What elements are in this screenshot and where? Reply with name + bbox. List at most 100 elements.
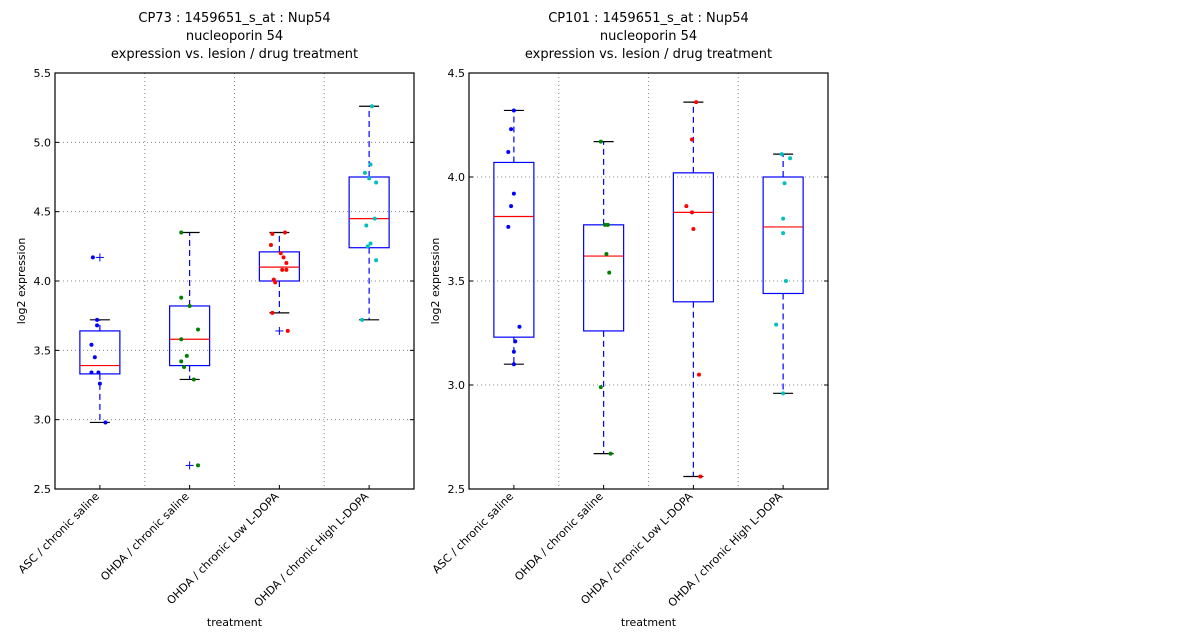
box-iqr [762, 176, 804, 295]
data-point [605, 222, 610, 227]
x-axis-label: treatment [621, 616, 677, 629]
data-point [184, 353, 189, 358]
chart-title-line: nucleoporin 54 [186, 29, 283, 44]
data-point [781, 231, 786, 236]
data-point [89, 342, 94, 347]
xtick-label: ASC / chronic saline [430, 490, 516, 576]
data-point [365, 244, 370, 249]
chart-title-line: nucleoporin 54 [600, 29, 697, 44]
data-point [511, 191, 516, 196]
ytick-label: 3.5 [448, 275, 466, 288]
ytick-label: 3.0 [34, 414, 52, 427]
data-point [598, 385, 603, 390]
data-point [196, 463, 201, 468]
data-point [268, 242, 273, 247]
data-point [187, 303, 192, 308]
data-point [509, 204, 514, 209]
data-point [603, 222, 608, 227]
box-iqr [672, 172, 714, 303]
data-point [95, 317, 100, 322]
data-point [369, 104, 374, 109]
data-point [281, 255, 286, 260]
data-point [694, 100, 699, 105]
ytick-label: 4.0 [448, 171, 466, 184]
plot-frame [54, 72, 415, 490]
data-point [179, 359, 184, 364]
y-axis-label: log2 expression [15, 238, 28, 325]
xtick-label: OHDA / chronic saline [512, 490, 606, 584]
xtick-label: OHDA / chronic saline [98, 490, 192, 584]
data-point [284, 267, 289, 272]
data-point [782, 181, 787, 186]
data-point [779, 152, 784, 157]
data-point [368, 241, 373, 246]
data-point [273, 280, 278, 285]
ytick-label: 3.5 [34, 344, 52, 357]
box-group-1 [79, 253, 121, 425]
box-iqr [169, 305, 211, 367]
data-point [278, 251, 283, 256]
data-point [280, 267, 285, 272]
box-group-2 [583, 139, 625, 456]
box-group-1 [493, 108, 535, 367]
data-point [607, 270, 612, 275]
data-point [696, 372, 701, 377]
box-group-4 [762, 152, 804, 396]
data-point [191, 377, 196, 382]
data-point [374, 180, 379, 185]
data-point [774, 322, 779, 327]
data-point [95, 323, 100, 328]
data-point [506, 224, 511, 229]
data-point [608, 451, 613, 456]
x-axis-label: treatment [207, 616, 263, 629]
data-point [270, 310, 275, 315]
ytick-label: 5.5 [34, 67, 52, 80]
data-point [179, 295, 184, 300]
data-point [788, 156, 793, 161]
data-point [196, 327, 201, 332]
box-group-3 [258, 230, 300, 335]
data-point [691, 227, 696, 231]
data-point [506, 150, 511, 155]
data-point [783, 279, 788, 283]
data-point [282, 230, 287, 235]
ytick-label: 2.5 [34, 483, 52, 496]
data-point [684, 204, 689, 209]
ytick-label: 4.5 [448, 67, 466, 80]
box-iqr [79, 330, 121, 375]
data-point [270, 231, 275, 236]
data-point [698, 474, 703, 479]
data-point [360, 317, 365, 322]
chart-title-line: CP73 : 1459651_s_at : Nup54 [138, 11, 330, 26]
data-point [367, 176, 372, 181]
data-point [285, 328, 290, 333]
box-group-3 [672, 100, 714, 479]
xtick-label: ASC / chronic saline [16, 490, 102, 576]
ytick-label: 4.0 [34, 275, 52, 288]
data-point [284, 260, 289, 265]
data-point [364, 223, 369, 228]
data-point [89, 370, 94, 375]
data-point [179, 230, 184, 235]
data-point [374, 258, 379, 263]
data-point [362, 170, 367, 175]
data-point [511, 349, 516, 354]
data-point [781, 391, 786, 396]
data-point [90, 255, 95, 260]
data-point [598, 139, 603, 144]
box-iqr [258, 251, 300, 282]
ytick-label: 5.0 [34, 136, 52, 149]
data-point [96, 370, 101, 375]
data-point [604, 251, 609, 256]
chart-title-line: expression vs. lesion / drug treatment [111, 47, 358, 62]
plot-frame [468, 72, 829, 490]
box-iqr [348, 176, 390, 249]
data-point [511, 108, 516, 113]
ytick-label: 3.0 [448, 379, 466, 392]
data-point [103, 420, 108, 425]
chart-title-line: CP101 : 1459651_s_at : Nup54 [548, 11, 749, 26]
data-point [179, 337, 184, 342]
chart-panel-1: CP73 : 1459651_s_at : Nup54 nucleoporin 5… [15, 11, 415, 629]
data-point [182, 364, 187, 369]
